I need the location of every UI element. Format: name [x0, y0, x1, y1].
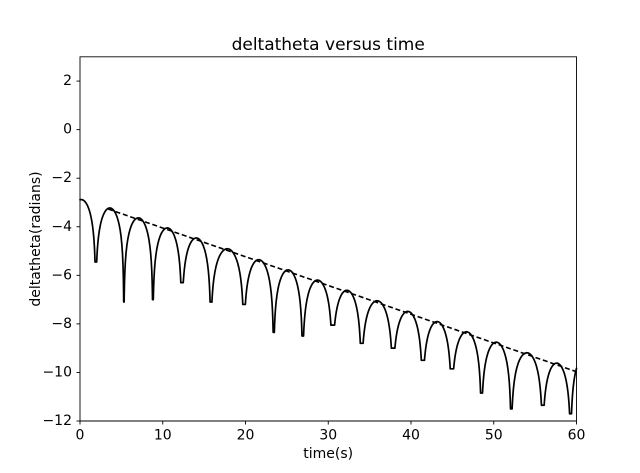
x-axis-label: time(s)	[303, 446, 353, 462]
y-tick-label: −10	[42, 364, 72, 380]
y-tick-label: −12	[42, 413, 72, 429]
y-tick-label: −8	[51, 316, 72, 332]
x-tick-label: 30	[319, 428, 337, 444]
plot-area	[79, 198, 578, 415]
solid-oscillation-curve	[79, 198, 578, 415]
x-tick-label: 50	[485, 428, 503, 444]
x-tick-label: 10	[154, 428, 172, 444]
x-tick-label: 20	[237, 428, 255, 444]
x-tick-label: 0	[76, 428, 85, 444]
y-axis-label: deltatheta(radians)	[28, 171, 44, 306]
y-tick-label: 0	[63, 122, 72, 138]
x-tick-label: 40	[402, 428, 420, 444]
plot-spines	[79, 56, 577, 422]
dashed-envelope-line	[107, 208, 577, 373]
x-tick-label: 60	[568, 428, 586, 444]
y-tick-label: −4	[51, 219, 72, 235]
y-tick-label: −2	[51, 170, 72, 186]
y-tick-label: −6	[51, 267, 72, 283]
y-tick-label: 2	[63, 73, 72, 89]
chart-title: deltatheta versus time	[232, 35, 425, 55]
